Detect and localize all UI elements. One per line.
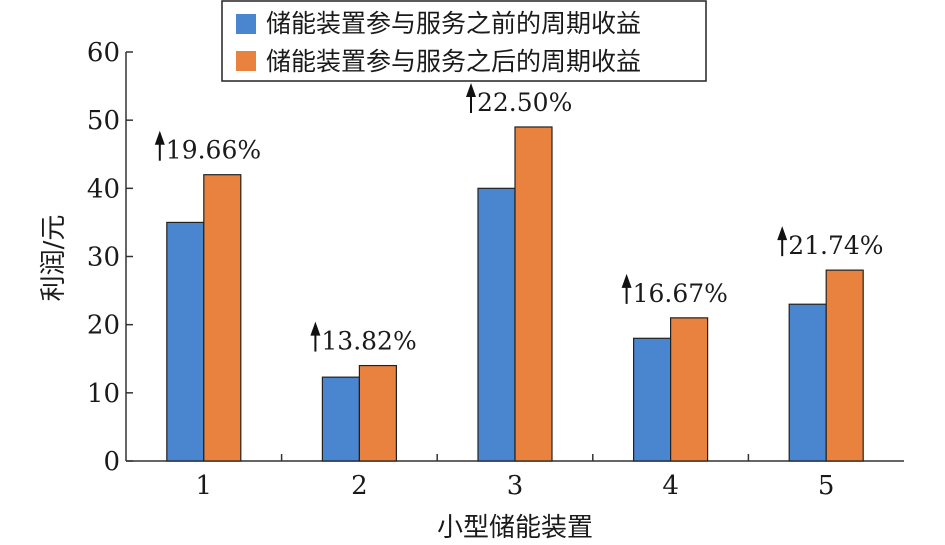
increase-percent-label: 21.74% [788,231,883,260]
bar-after [825,269,864,462]
y-tick-label: 30 [87,243,120,273]
increase-percent-label: 13.82% [321,327,416,356]
increase-arrow-head [777,226,788,241]
legend-swatch-after [236,51,256,71]
increase-arrow-head [466,82,476,97]
bar-after [203,174,242,462]
bar-before [788,303,827,462]
y-tick-label: 20 [87,311,120,341]
increase-arrow-head [310,321,321,336]
y-tick-label: 60 [87,38,120,68]
x-tick-label: 4 [662,471,679,501]
bar-before [321,376,360,462]
y-tick-label: 50 [87,106,120,136]
increase-percent-label: 19.66% [166,136,261,165]
legend-label-before: 储能装置参与服务之前的周期收益 [266,9,641,38]
y-tick-label: 0 [103,447,120,477]
chart-legend: 储能装置参与服务之前的周期收益 储能装置参与服务之后的周期收益 [221,0,707,82]
chart-annotations: 19.66% 13.82% 22.50% 16.67% 21.74% [154,82,884,356]
bar-before [166,221,205,462]
x-tick-label: 1 [196,471,213,501]
legend-box [221,0,707,82]
x-tick-label: 5 [818,471,835,501]
legend-swatch-before [236,14,256,34]
bar-after [358,364,397,462]
bar-before [632,337,672,462]
x-axis-title: 小型储能装置 [437,513,593,543]
x-tick-label: 3 [507,471,524,501]
increase-arrow-head [154,130,165,145]
y-tick-label: 40 [87,174,120,204]
y-tick-label: 10 [87,379,120,409]
increase-percent-label: 16.67% [633,279,728,308]
increase-arrow-head [621,273,632,288]
bar-after [669,317,709,462]
x-tick-label: 2 [351,471,368,501]
bar-after [514,126,553,462]
increase-percent-label: 22.50% [477,88,572,117]
legend-label-after: 储能装置参与服务之后的周期收益 [266,47,641,76]
y-axis-title: 利润/元 [39,215,69,302]
bar-before [477,187,516,462]
chart-axes: 0 10 20 30 40 50 60 1 2 3 4 5 [87,38,904,501]
chart-bars [166,126,864,462]
